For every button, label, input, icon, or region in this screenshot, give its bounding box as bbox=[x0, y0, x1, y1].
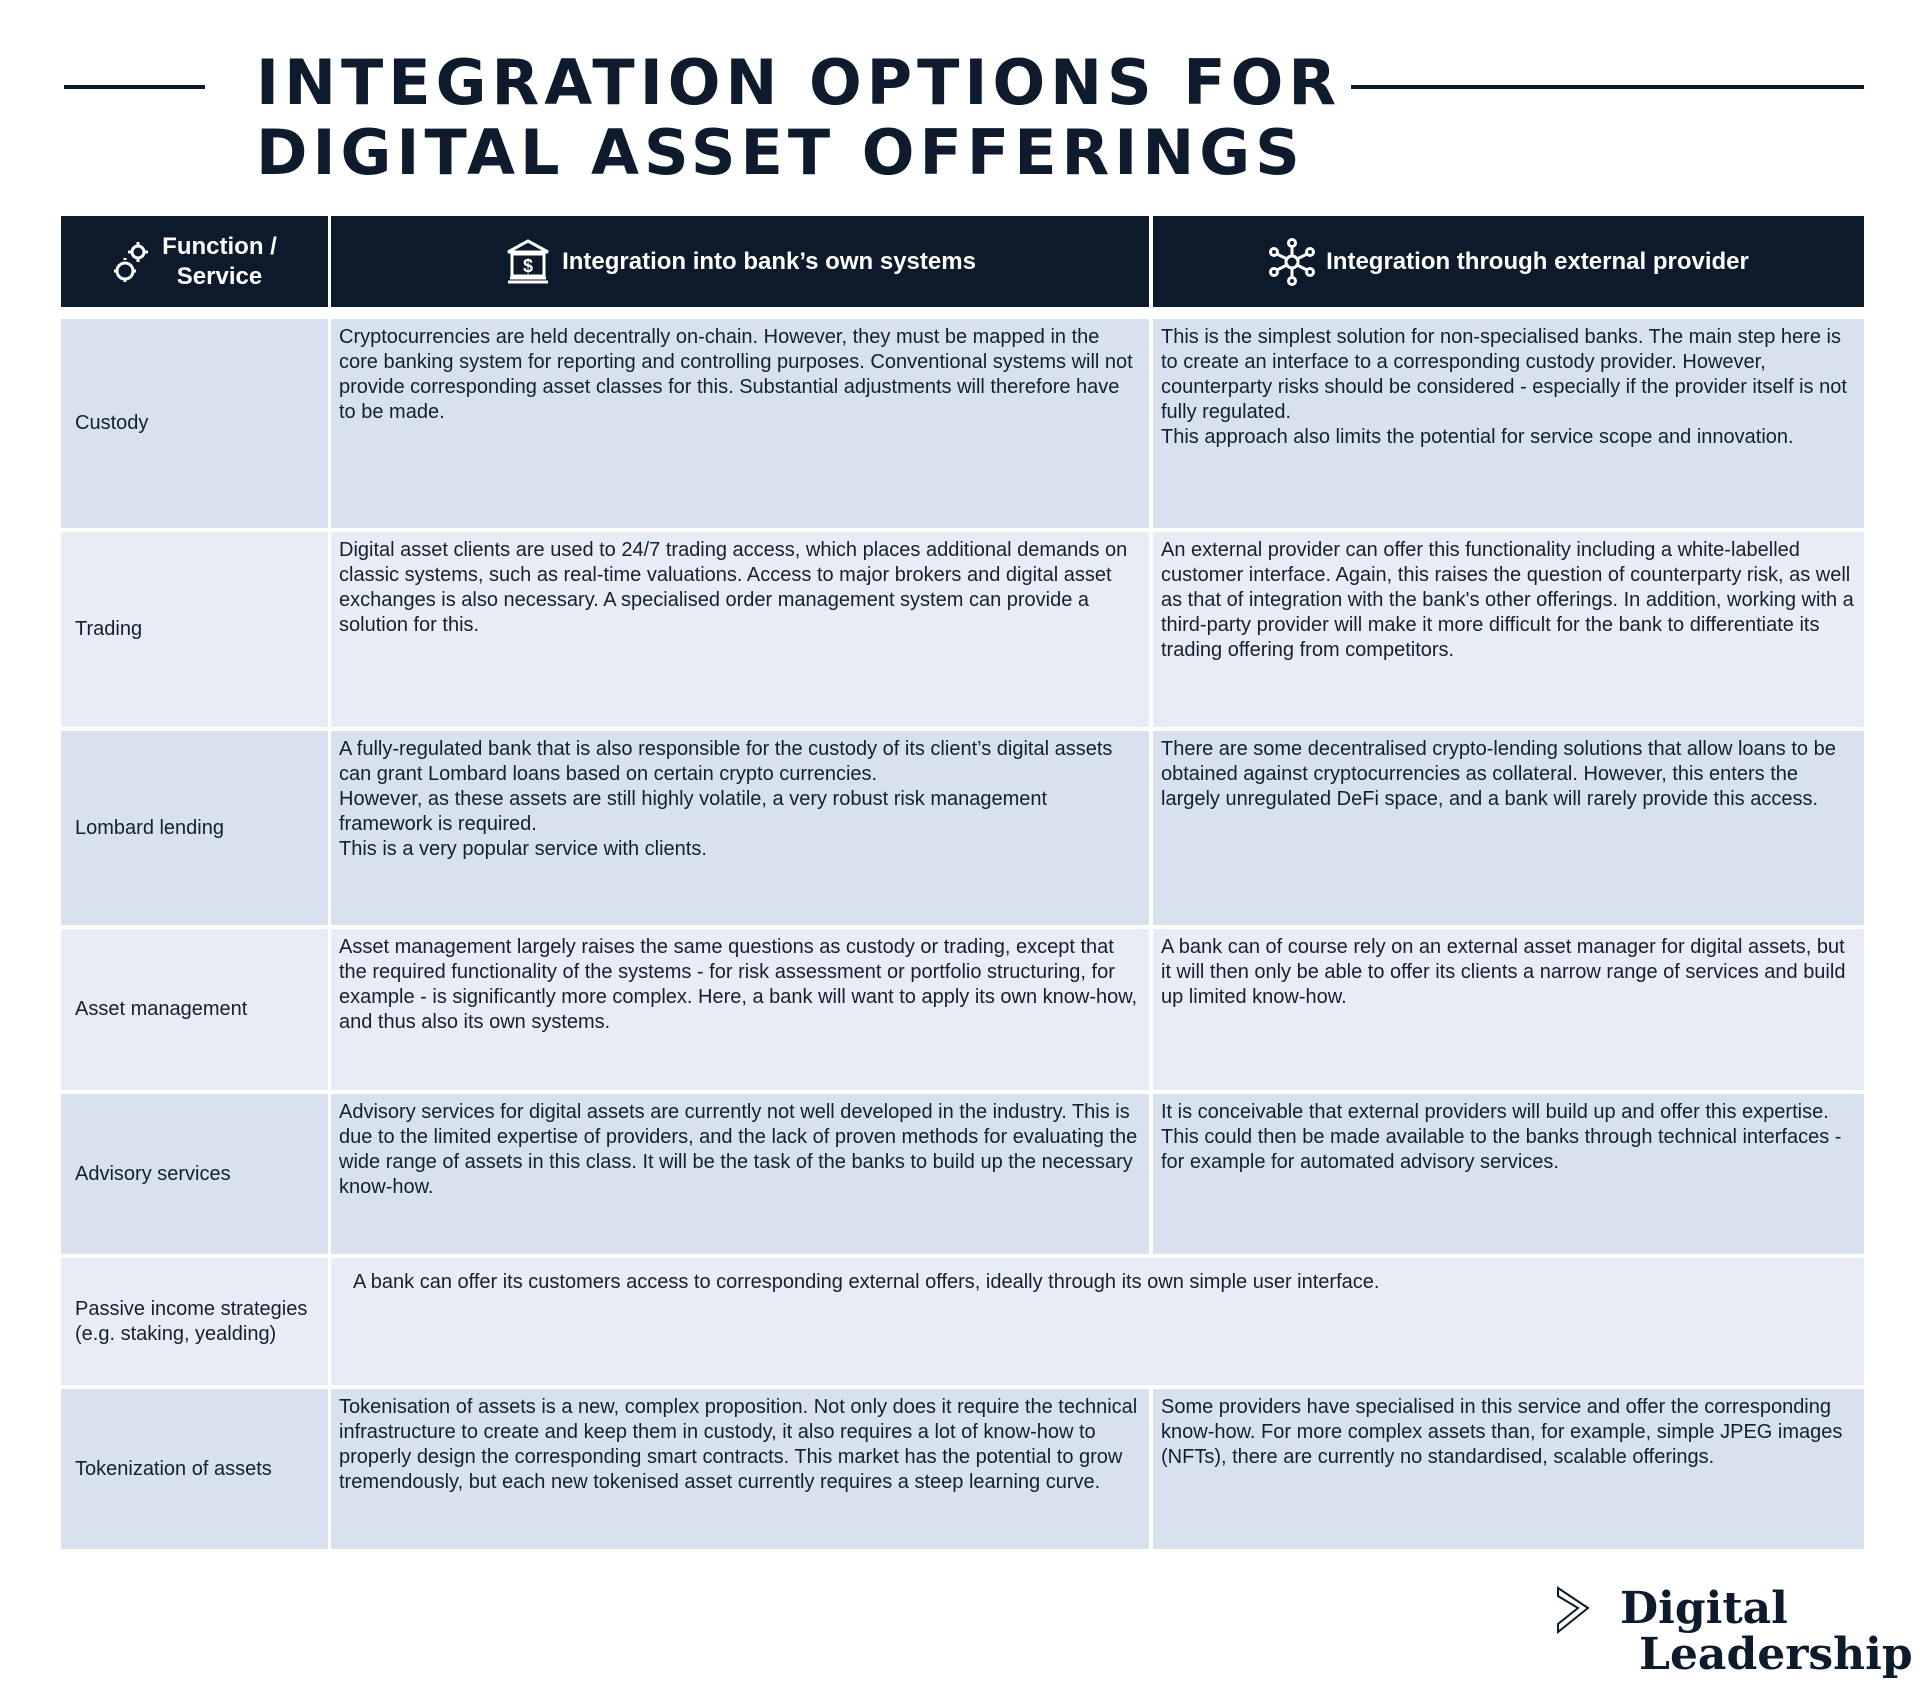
function-cell: Lombard lending bbox=[61, 731, 328, 925]
function-cell: Passive income strategies (e.g. staking,… bbox=[61, 1258, 328, 1385]
page-title: INTEGRATION OPTIONS FOR DIGITAL ASSET OFF… bbox=[256, 48, 1341, 188]
own-systems-cell: Cryptocurrencies are held decentrally on… bbox=[331, 319, 1149, 528]
external-provider-cell: This is the simplest solution for non-sp… bbox=[1153, 319, 1864, 528]
own-systems-cell: Tokenisation of assets is a new, complex… bbox=[331, 1389, 1149, 1549]
external-provider-cell: A bank can of course rely on an external… bbox=[1153, 929, 1864, 1090]
external-provider-cell: Some providers have specialised in this … bbox=[1153, 1389, 1864, 1549]
merged-cell: A bank can offer its customers access to… bbox=[331, 1258, 1864, 1385]
function-cell: Asset management bbox=[61, 929, 328, 1090]
own-systems-cell: A fully-regulated bank that is also resp… bbox=[331, 731, 1149, 925]
own-systems-cell: Advisory services for digital assets are… bbox=[331, 1094, 1149, 1254]
title-line-1: INTEGRATION OPTIONS FOR bbox=[256, 46, 1342, 119]
chevron-right-icon bbox=[1557, 1586, 1590, 1634]
title-line-2: DIGITAL ASSET OFFERINGS bbox=[256, 116, 1305, 189]
header-label: Service bbox=[176, 262, 263, 290]
header-label: Function / bbox=[162, 232, 277, 260]
title-rule-left bbox=[64, 85, 205, 89]
column-header-external: Integration through external provider bbox=[1153, 216, 1864, 307]
function-cell: Advisory services bbox=[61, 1094, 328, 1254]
column-header-own-systems: $ Integration into bank’s own systems bbox=[331, 216, 1149, 307]
function-cell: Trading bbox=[61, 532, 328, 727]
gears-icon bbox=[114, 241, 149, 282]
function-cell: Tokenization of assets bbox=[61, 1389, 328, 1549]
header-label: Integration into bank’s own systems bbox=[562, 247, 976, 275]
function-cell: Custody bbox=[61, 319, 328, 528]
title-rule-right bbox=[1351, 85, 1864, 89]
column-header-function: Function / Service bbox=[61, 216, 328, 307]
svg-text:$: $ bbox=[523, 256, 533, 276]
own-systems-cell: Digital asset clients are used to 24/7 t… bbox=[331, 532, 1149, 727]
digital-leadership-logo: Digital Leadership bbox=[1556, 1586, 1913, 1681]
external-provider-cell: There are some decentralised crypto-lend… bbox=[1153, 731, 1864, 925]
bank-dollar-icon: $ bbox=[507, 238, 549, 283]
header-label: Integration through external provider bbox=[1326, 247, 1749, 275]
network-nodes-icon bbox=[1269, 237, 1316, 286]
external-provider-cell: It is conceivable that external provider… bbox=[1153, 1094, 1864, 1254]
logo-text-line-2: Leadership bbox=[1639, 1629, 1913, 1680]
own-systems-cell: Asset management largely raises the same… bbox=[331, 929, 1149, 1090]
external-provider-cell: An external provider can offer this func… bbox=[1153, 532, 1864, 727]
logo-text-line-1: Digital bbox=[1620, 1583, 1788, 1634]
